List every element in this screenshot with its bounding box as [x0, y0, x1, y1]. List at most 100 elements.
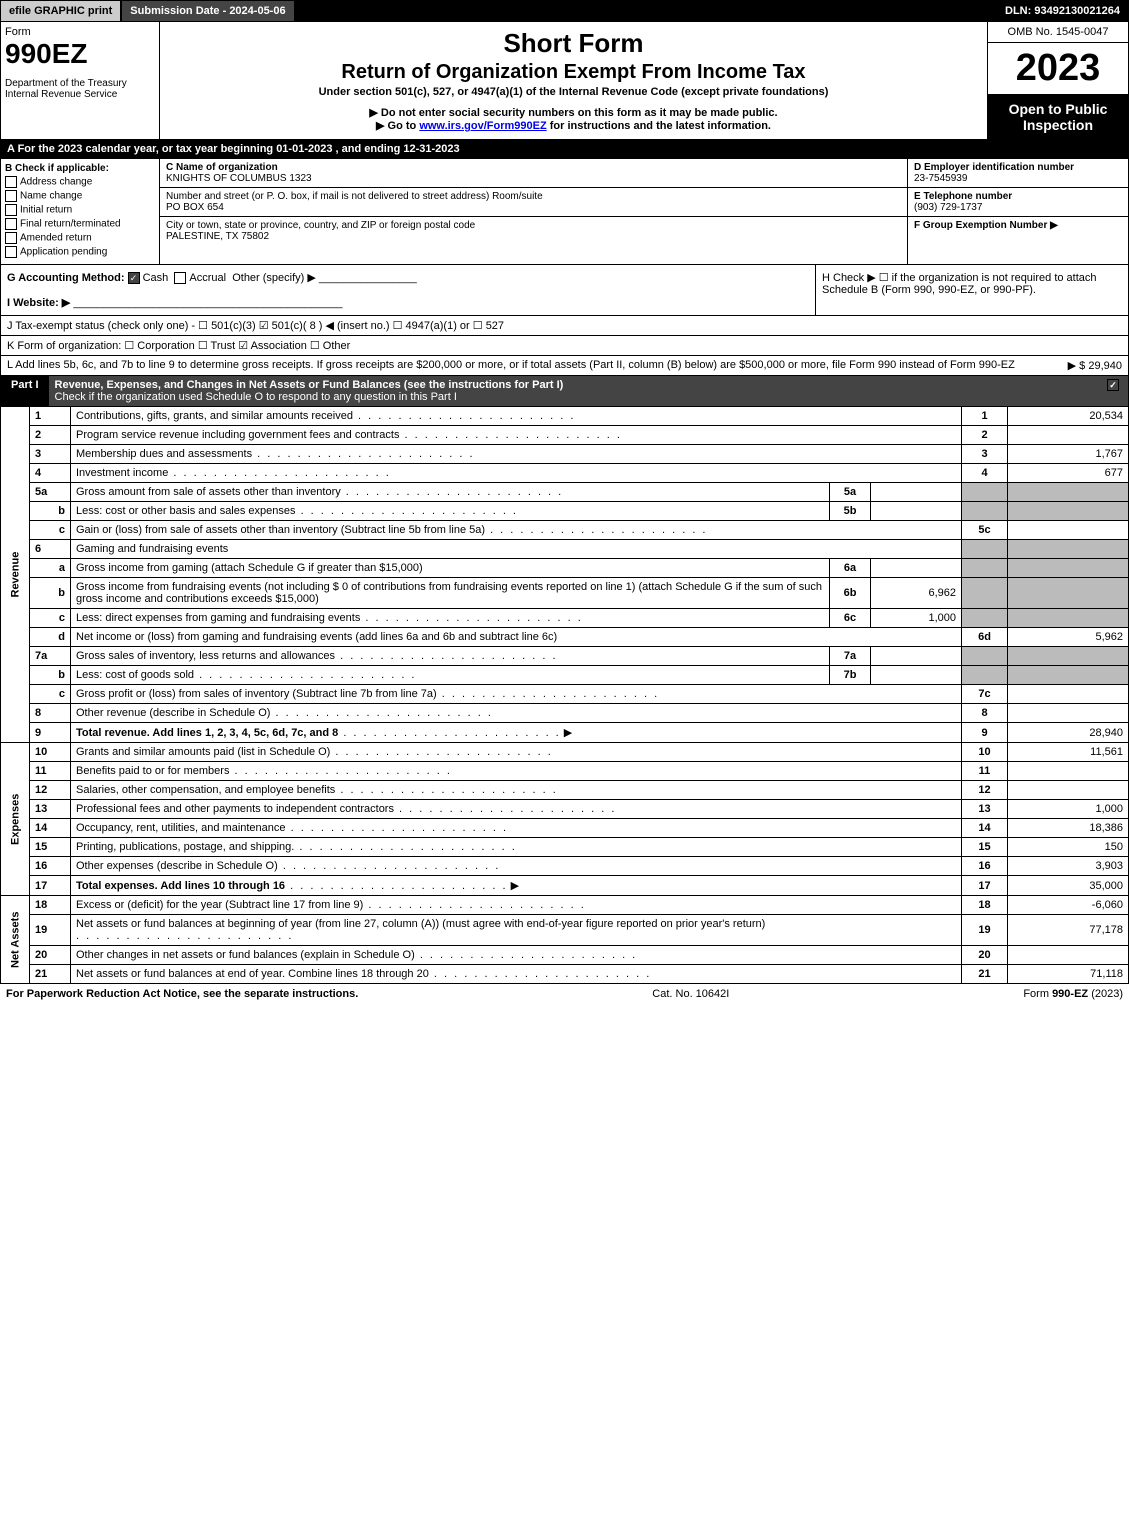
l2-desc: Program service revenue including govern…: [71, 426, 962, 445]
l2-rn: 2: [962, 426, 1008, 445]
e-phone-block: E Telephone number (903) 729-1737: [908, 188, 1128, 217]
cb-name-change[interactable]: Name change: [5, 190, 155, 202]
cb-schedule-o[interactable]: [1107, 379, 1119, 391]
l21-rn: 21: [962, 965, 1008, 984]
ssn-warning: ▶ Do not enter social security numbers o…: [164, 106, 983, 119]
l3-num: 3: [30, 445, 71, 464]
l6b-box: 6b: [830, 578, 871, 609]
l7b-shade: [962, 666, 1008, 685]
cb-final-return[interactable]: Final return/terminated: [5, 218, 155, 230]
part1-table: Revenue 1 Contributions, gifts, grants, …: [0, 407, 1129, 984]
l7c-rn: 7c: [962, 685, 1008, 704]
l7b-desc: Less: cost of goods sold: [71, 666, 830, 685]
cb-amended-return[interactable]: Amended return: [5, 232, 155, 244]
l18-rn: 18: [962, 896, 1008, 915]
l20-amt: [1008, 946, 1129, 965]
cb-accrual[interactable]: [174, 272, 186, 284]
row-a-tax-year: A For the 2023 calendar year, or tax yea…: [0, 140, 1129, 159]
goto-suffix: for instructions and the latest informat…: [550, 120, 771, 132]
cb-address-change[interactable]: Address change: [5, 176, 155, 188]
l2-num: 2: [30, 426, 71, 445]
ein-value: 23-7545939: [914, 173, 967, 184]
l3-rn: 3: [962, 445, 1008, 464]
tax-year: 2023: [988, 43, 1128, 95]
footer-left: For Paperwork Reduction Act Notice, see …: [6, 988, 358, 1000]
footer-center: Cat. No. 10642I: [652, 988, 729, 1000]
l14-amt: 18,386: [1008, 819, 1129, 838]
header-right: OMB No. 1545-0047 2023 Open to Public In…: [988, 22, 1128, 139]
l17-desc: Total expenses. Add lines 10 through 16 …: [71, 876, 962, 896]
l12-amt: [1008, 781, 1129, 800]
l19-rn: 19: [962, 915, 1008, 946]
l13-amt: 1,000: [1008, 800, 1129, 819]
vert-netassets: Net Assets: [1, 896, 30, 984]
l6b-shade2: [1008, 578, 1129, 609]
cb-application-pending[interactable]: Application pending: [5, 246, 155, 258]
l14-desc: Occupancy, rent, utilities, and maintena…: [71, 819, 962, 838]
l10-num: 10: [30, 743, 71, 762]
l11-amt: [1008, 762, 1129, 781]
l5b-val: [871, 502, 962, 521]
l9-rn: 9: [962, 723, 1008, 743]
cb-initial-return[interactable]: Initial return: [5, 204, 155, 216]
l8-desc: Other revenue (describe in Schedule O): [71, 704, 962, 723]
l6d-num: d: [30, 628, 71, 647]
l16-desc: Other expenses (describe in Schedule O): [71, 857, 962, 876]
l19-desc: Net assets or fund balances at beginning…: [71, 915, 962, 946]
l6-desc: Gaming and fundraising events: [71, 540, 962, 559]
l6a-box: 6a: [830, 559, 871, 578]
l3-amt: 1,767: [1008, 445, 1129, 464]
col-b-checkboxes: B Check if applicable: Address change Na…: [1, 159, 160, 264]
g-label: G Accounting Method:: [7, 272, 128, 284]
l21-amt: 71,118: [1008, 965, 1129, 984]
l20-num: 20: [30, 946, 71, 965]
l5a-val: [871, 483, 962, 502]
l6b-desc: Gross income from fundraising events (no…: [71, 578, 830, 609]
l5b-box: 5b: [830, 502, 871, 521]
l7b-num: b: [30, 666, 71, 685]
l6c-shade: [962, 609, 1008, 628]
goto-link[interactable]: www.irs.gov/Form990EZ: [419, 120, 546, 132]
footer-right-form: 990-EZ: [1052, 988, 1088, 1000]
city-value: PALESTINE, TX 75802: [166, 231, 269, 242]
l19-num: 19: [30, 915, 71, 946]
street-block: Number and street (or P. O. box, if mail…: [160, 188, 907, 217]
l5a-shade2: [1008, 483, 1129, 502]
l7c-amt: [1008, 685, 1129, 704]
part1-header: Part I Revenue, Expenses, and Changes in…: [0, 376, 1129, 407]
l5c-num: c: [30, 521, 71, 540]
f-group-block: F Group Exemption Number ▶: [908, 217, 1128, 234]
l11-num: 11: [30, 762, 71, 781]
header: Form 990EZ Department of the Treasury In…: [0, 22, 1129, 140]
l7a-val: [871, 647, 962, 666]
l11-desc: Benefits paid to or for members: [71, 762, 962, 781]
e-label: E Telephone number: [914, 191, 1012, 202]
l5c-amt: [1008, 521, 1129, 540]
l21-num: 21: [30, 965, 71, 984]
l9-num: 9: [30, 723, 71, 743]
l7b-box: 7b: [830, 666, 871, 685]
l15-num: 15: [30, 838, 71, 857]
title-short-form: Short Form: [164, 28, 983, 59]
l6-shade: [962, 540, 1008, 559]
i-label: I Website: ▶: [7, 297, 70, 309]
l6b-val: 6,962: [871, 578, 962, 609]
row-l: L Add lines 5b, 6c, and 7b to line 9 to …: [0, 356, 1129, 376]
l1-num: 1: [30, 407, 71, 426]
section-identity: B Check if applicable: Address change Na…: [0, 159, 1129, 265]
city-block: City or town, state or province, country…: [160, 217, 907, 245]
l7b-shade2: [1008, 666, 1129, 685]
l17-num: 17: [30, 876, 71, 896]
l7a-shade2: [1008, 647, 1129, 666]
k-text: K Form of organization: ☐ Corporation ☐ …: [7, 339, 350, 352]
cb-cash[interactable]: [128, 272, 140, 284]
l8-amt: [1008, 704, 1129, 723]
l5b-desc: Less: cost or other basis and sales expe…: [71, 502, 830, 521]
l6a-val: [871, 559, 962, 578]
d-ein-block: D Employer identification number 23-7545…: [908, 159, 1128, 188]
form-word: Form: [5, 26, 155, 38]
l5b-shade: [962, 502, 1008, 521]
l6d-amt: 5,962: [1008, 628, 1129, 647]
l7a-box: 7a: [830, 647, 871, 666]
city-label: City or town, state or province, country…: [166, 220, 475, 231]
